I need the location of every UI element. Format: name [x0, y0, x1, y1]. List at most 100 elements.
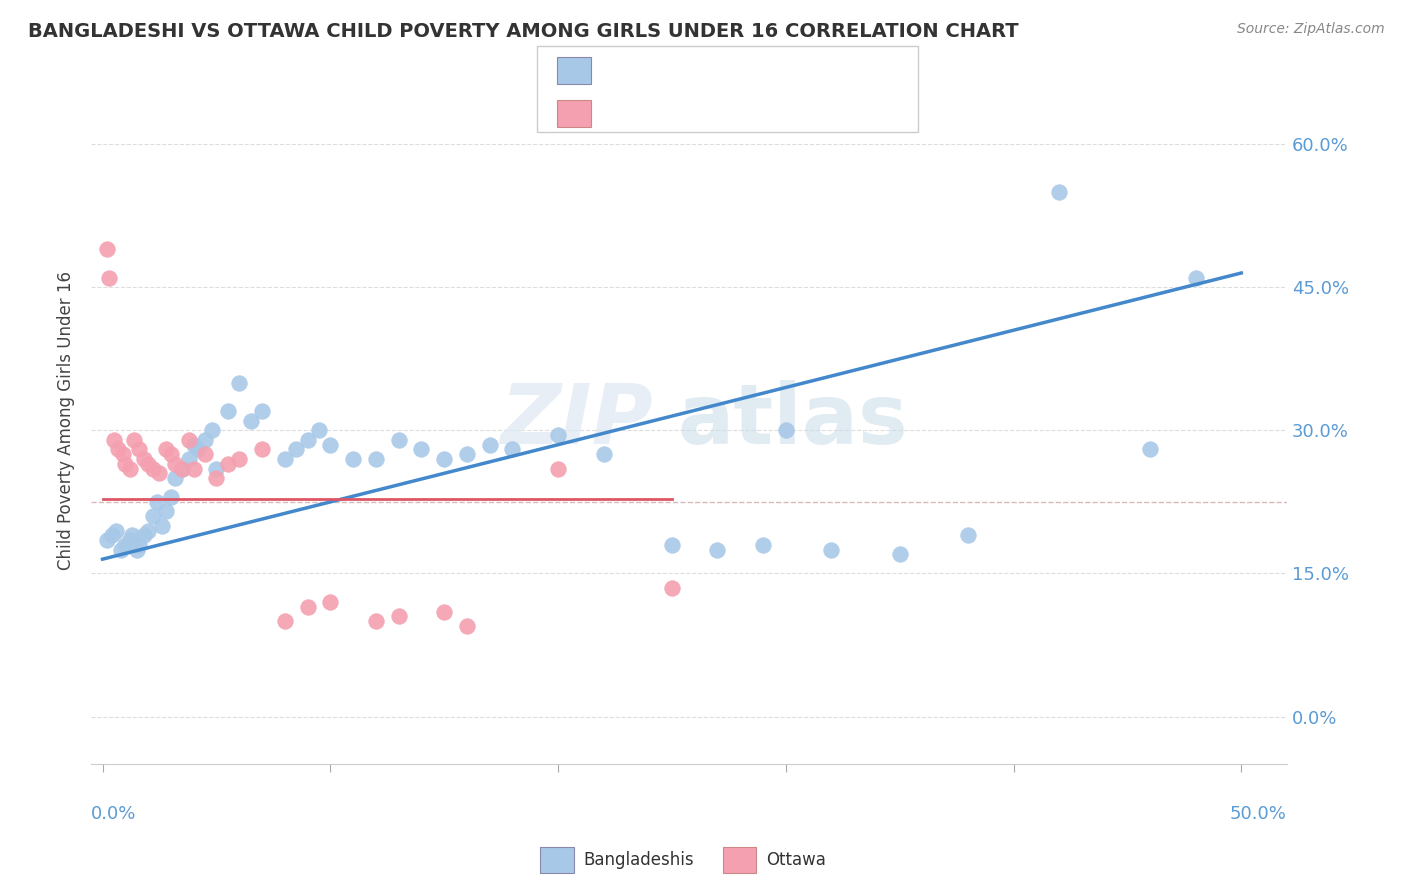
Point — [308, 424, 330, 438]
Point — [128, 442, 150, 457]
Point — [752, 538, 775, 552]
Point — [125, 542, 148, 557]
Point — [661, 581, 683, 595]
Point — [136, 457, 159, 471]
Point — [388, 609, 411, 624]
Point — [1139, 442, 1161, 457]
Text: 0.412: 0.412 — [666, 62, 723, 79]
Point — [205, 471, 228, 485]
Point — [342, 452, 364, 467]
Point — [364, 452, 387, 467]
Point — [388, 433, 411, 447]
Point — [201, 424, 224, 438]
Text: atlas: atlas — [678, 380, 908, 461]
Point — [114, 538, 136, 552]
Point — [146, 495, 169, 509]
Point — [121, 528, 143, 542]
Point — [177, 452, 200, 467]
Point — [285, 442, 308, 457]
Point — [411, 442, 433, 457]
Point — [118, 461, 141, 475]
Point — [132, 528, 155, 542]
Point — [319, 438, 342, 452]
Text: N = 33: N = 33 — [758, 104, 825, 122]
Point — [456, 619, 478, 633]
Point — [96, 242, 118, 256]
Point — [592, 447, 614, 461]
Point — [110, 542, 132, 557]
Point — [547, 461, 569, 475]
Point — [165, 457, 187, 471]
Y-axis label: Child Poverty Among Girls Under 16: Child Poverty Among Girls Under 16 — [58, 271, 75, 570]
Point — [250, 442, 273, 457]
Point — [820, 542, 842, 557]
Text: BANGLADESHI VS OTTAWA CHILD POVERTY AMONG GIRLS UNDER 16 CORRELATION CHART: BANGLADESHI VS OTTAWA CHILD POVERTY AMON… — [28, 22, 1019, 41]
Point — [183, 438, 205, 452]
Point — [114, 457, 136, 471]
Text: 0.0%: 0.0% — [91, 805, 136, 823]
Point — [217, 404, 239, 418]
Point — [228, 452, 250, 467]
Point — [250, 404, 273, 418]
Point — [118, 533, 141, 547]
Point — [433, 605, 456, 619]
Point — [112, 447, 135, 461]
Point — [128, 538, 150, 552]
Point — [661, 538, 683, 552]
Text: N = 53: N = 53 — [758, 62, 825, 79]
Text: Ottawa: Ottawa — [766, 851, 827, 869]
Point — [172, 461, 194, 475]
Point — [502, 442, 524, 457]
Point — [155, 442, 177, 457]
Point — [364, 614, 387, 628]
Point — [297, 433, 319, 447]
Point — [183, 461, 205, 475]
Point — [217, 457, 239, 471]
Point — [165, 471, 187, 485]
Point — [142, 461, 165, 475]
Point — [136, 524, 159, 538]
Point — [194, 447, 217, 461]
Point — [956, 528, 979, 542]
Text: R =: R = — [600, 62, 631, 79]
Point — [433, 452, 456, 467]
Point — [103, 433, 125, 447]
Point — [319, 595, 342, 609]
Point — [177, 433, 200, 447]
Text: Source: ZipAtlas.com: Source: ZipAtlas.com — [1237, 22, 1385, 37]
Point — [187, 442, 209, 457]
Point — [142, 509, 165, 524]
Point — [172, 461, 194, 475]
Point — [150, 518, 173, 533]
Text: ZIP: ZIP — [501, 380, 654, 461]
Point — [132, 452, 155, 467]
Point — [706, 542, 728, 557]
Point — [100, 528, 122, 542]
Point — [205, 461, 228, 475]
Point — [239, 414, 262, 428]
Text: R = -0.000: R = -0.000 — [600, 104, 689, 122]
Point — [155, 504, 177, 518]
Point — [456, 447, 478, 461]
Point — [107, 442, 129, 457]
Point — [889, 548, 911, 562]
Point — [274, 452, 297, 467]
Point — [478, 438, 501, 452]
Point — [160, 490, 183, 504]
Point — [124, 433, 146, 447]
Point — [148, 467, 170, 481]
Point — [775, 424, 797, 438]
Point — [1047, 185, 1070, 199]
Point — [194, 433, 217, 447]
Point — [105, 524, 128, 538]
Point — [98, 270, 121, 285]
Point — [274, 614, 297, 628]
Text: Bangladeshis: Bangladeshis — [583, 851, 695, 869]
Point — [1184, 270, 1206, 285]
Point — [96, 533, 118, 547]
Point — [160, 447, 183, 461]
Point — [547, 428, 569, 442]
Text: 50.0%: 50.0% — [1230, 805, 1286, 823]
Point — [228, 376, 250, 390]
Point — [297, 599, 319, 614]
